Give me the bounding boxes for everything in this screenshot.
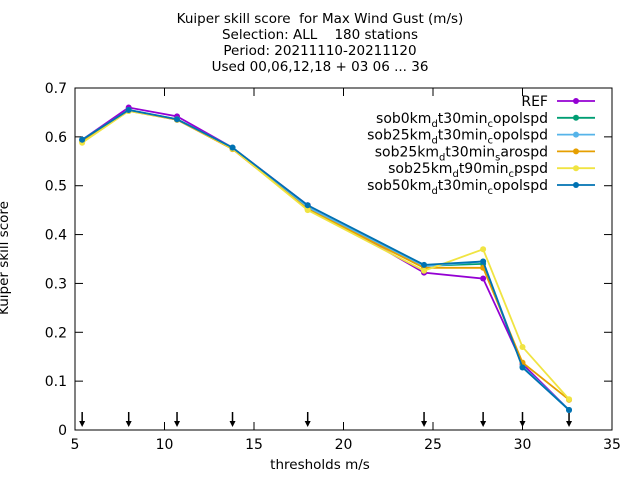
y-tick-label: 0.3 [45, 276, 67, 292]
x-axis-label: thresholds m/s [270, 457, 370, 473]
series-5-point [79, 136, 86, 143]
series-5-point [519, 364, 526, 371]
legend-label-1: sob0kmdt30mincopolspd [376, 111, 548, 130]
y-tick-label: 0.6 [45, 130, 67, 146]
series-4-point [480, 246, 487, 253]
y-tick-label: 0.4 [45, 228, 67, 244]
legend-marker-5 [573, 182, 579, 188]
title-line-3: Period: 20211110-20211120 [223, 43, 417, 59]
series-5-point [480, 258, 487, 265]
series-5-point [304, 202, 311, 209]
threshold-arrow-head [229, 421, 236, 427]
x-tick-label: 25 [424, 437, 442, 453]
threshold-arrow-head [304, 421, 311, 427]
series-5-point [174, 116, 181, 123]
series-0-point [480, 275, 487, 282]
x-tick-label: 30 [514, 437, 532, 453]
title-line-1: Kuiper skill score for Max Wind Gust (m/… [176, 11, 464, 27]
threshold-arrow-head [174, 421, 181, 427]
threshold-arrow-head [125, 421, 132, 427]
legend-marker-1 [573, 114, 579, 121]
legend-marker-2 [573, 131, 579, 138]
threshold-arrow-head [566, 421, 573, 427]
legend-label-3: sob25kmdt30minsarospd [375, 144, 548, 163]
threshold-arrow-head [480, 421, 487, 427]
legend-label-0: REF [521, 94, 548, 110]
legend-marker-4 [573, 165, 579, 172]
y-tick-label: 0.1 [45, 374, 67, 390]
threshold-arrow-head [519, 421, 526, 427]
legend-label-2: sob25kmdt30mincopolspd [367, 128, 548, 147]
series-4-point [421, 267, 428, 274]
legend-marker-0 [573, 98, 579, 104]
threshold-arrow-head [79, 421, 86, 427]
series-5-point [229, 144, 236, 151]
series-5-point [421, 261, 428, 268]
x-tick-label: 5 [71, 437, 80, 453]
legend-marker-3 [573, 148, 579, 155]
legend-label-4: sob25kmdt90mincpspd [388, 161, 548, 180]
x-tick-label: 20 [335, 437, 353, 453]
legend-label-5: sob50kmdt30mincopolspd [367, 178, 548, 197]
y-tick-label: 0 [58, 423, 67, 439]
chart-title: Kuiper skill score for Max Wind Gust (m/… [0, 11, 640, 75]
title-line-4: Used 00,06,12,18 + 03 06 ... 36 [211, 59, 429, 75]
series-5-point [125, 106, 132, 113]
threshold-arrow-head [421, 421, 428, 427]
x-tick-label: 10 [156, 437, 174, 453]
series-4-point [304, 207, 311, 214]
title-line-2: Selection: ALL 180 stations [221, 27, 419, 43]
y-tick-label: 0.2 [45, 325, 67, 341]
y-tick-label: 0.7 [45, 81, 67, 97]
series-5-point [566, 406, 573, 413]
series-4-point [566, 396, 573, 403]
y-tick-label: 0.5 [45, 179, 67, 195]
y-axis-label: Kuiper skill score [0, 201, 12, 315]
x-tick-label: 15 [245, 437, 263, 453]
x-tick-label: 35 [603, 437, 621, 453]
series-4-point [519, 343, 526, 350]
